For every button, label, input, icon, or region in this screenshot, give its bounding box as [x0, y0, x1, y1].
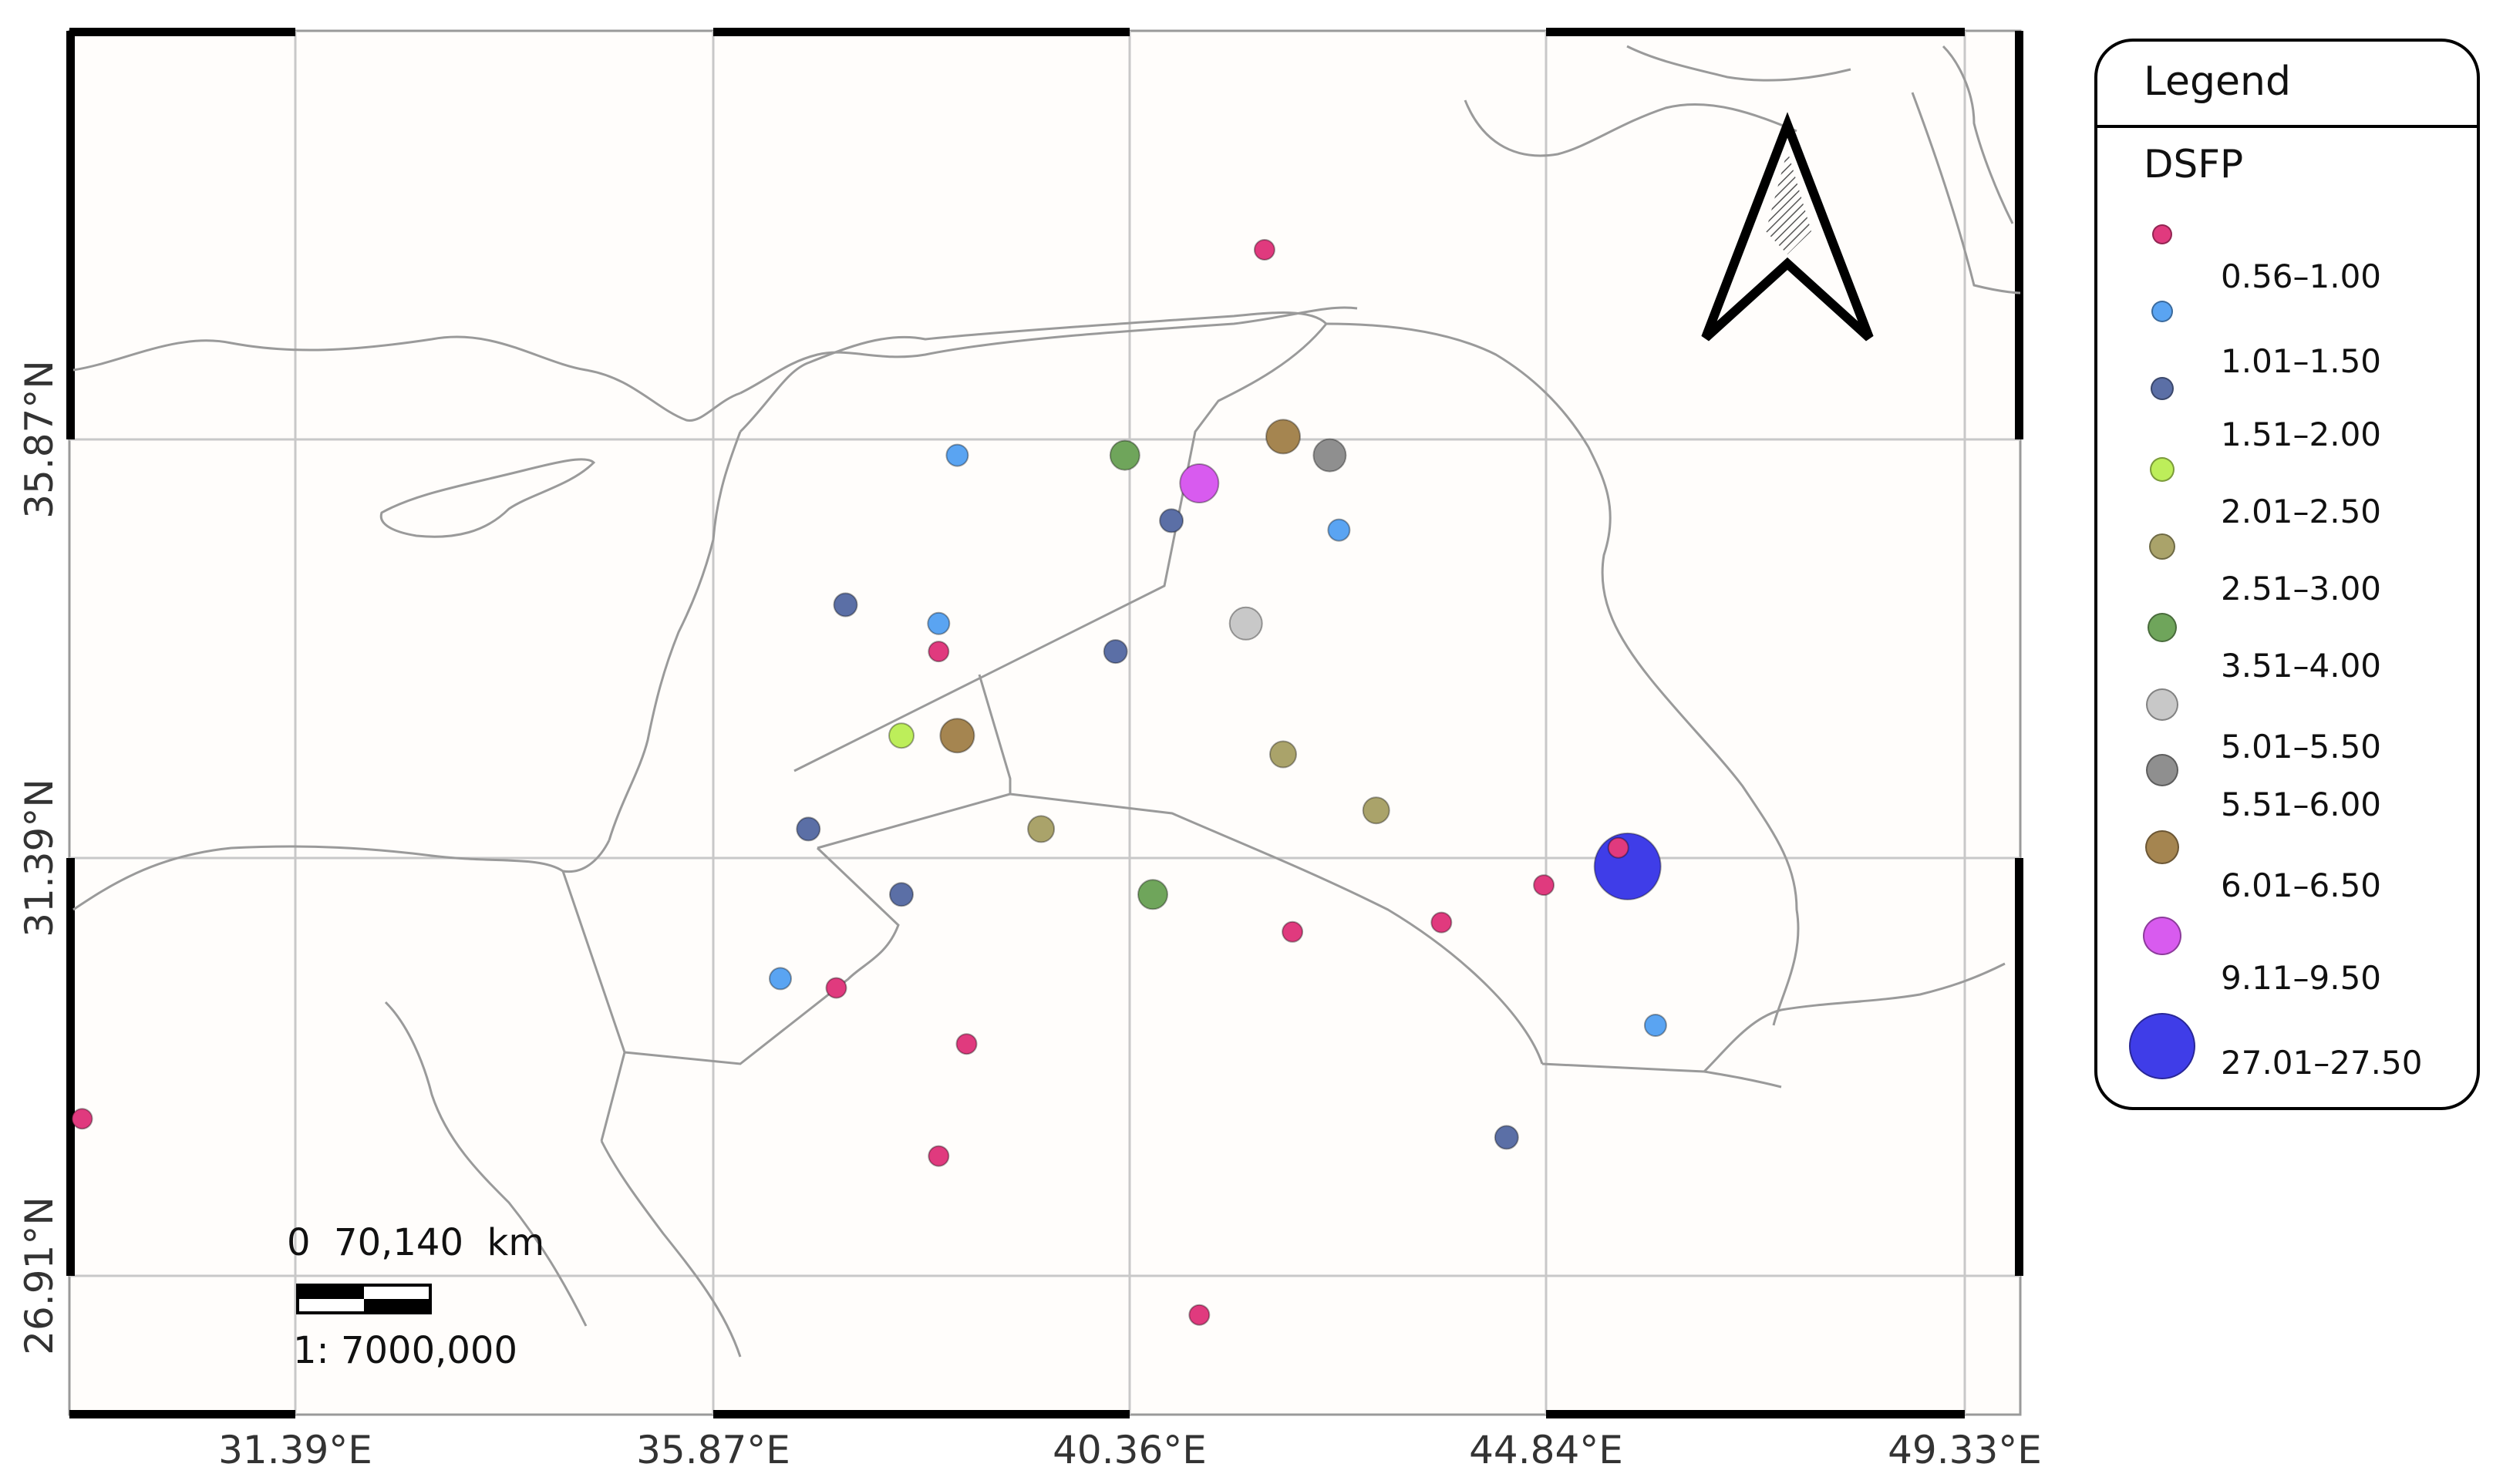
lon-label: 35.87°E — [636, 1428, 790, 1472]
graticule — [69, 31, 2020, 1415]
dsfp-point — [825, 977, 847, 999]
legend-symbol — [2150, 457, 2175, 482]
legend-label: 27.01–27.50 — [2221, 1044, 2423, 1082]
legend-symbol — [2145, 830, 2179, 864]
dsfp-point — [939, 718, 975, 754]
legend-item: 1.51–2.00 — [2097, 373, 2480, 453]
legend-label: 1.01–1.50 — [2221, 342, 2382, 380]
dsfp-point — [1188, 1304, 1211, 1326]
legend-label: 5.51–6.00 — [2221, 786, 2382, 823]
scale-bar-ticks: 0 70,140 km — [287, 1221, 544, 1264]
dsfp-point — [796, 816, 821, 842]
legend-symbol — [2149, 533, 2175, 560]
frame-ticks — [66, 28, 2023, 1418]
legend-label: 6.01–6.50 — [2221, 867, 2382, 904]
dsfp-point — [1643, 1014, 1667, 1037]
legend-symbol — [2152, 224, 2172, 244]
dsfp-point — [1253, 239, 1275, 261]
dsfp-point — [1027, 815, 1056, 843]
scale-ratio: 1: 7000,000 — [293, 1329, 517, 1372]
legend-title: Legend — [2144, 59, 2292, 105]
lon-label: 49.33°E — [1888, 1428, 2042, 1472]
dsfp-point — [1327, 518, 1351, 542]
legend-layer-name: DSFP — [2144, 142, 2244, 187]
dsfp-point — [1137, 879, 1168, 910]
legend-symbol — [2146, 754, 2178, 786]
dsfp-point — [1103, 639, 1128, 665]
dsfp-point — [833, 592, 858, 617]
legend-label: 9.11–9.50 — [2221, 959, 2382, 997]
dsfp-points-layer — [71, 239, 1667, 1326]
legend-label: 2.51–3.00 — [2221, 570, 2382, 607]
legend-item: 0.56–1.00 — [2097, 219, 2480, 296]
lon-label: 44.84°E — [1469, 1428, 1623, 1472]
dsfp-point — [1312, 438, 1347, 473]
dsfp-point — [927, 611, 951, 635]
legend-symbol — [2143, 917, 2181, 955]
legend-item: 2.51–3.00 — [2097, 531, 2480, 608]
legend-divider — [2097, 125, 2477, 128]
legend-label: 0.56–1.00 — [2221, 257, 2382, 295]
lat-label: 26.91°N — [17, 1196, 62, 1355]
dsfp-point — [1265, 419, 1301, 455]
legend-label: 2.01–2.50 — [2221, 493, 2382, 530]
legend-label: 1.51–2.00 — [2221, 416, 2382, 453]
scale-bar: 0 70,140 km 1: 7000,000 — [287, 1221, 544, 1372]
map-frame — [68, 29, 2022, 1416]
lon-label: 40.36°E — [1053, 1428, 1207, 1472]
legend-item: 9.11–9.50 — [2097, 917, 2480, 998]
dsfp-point — [928, 1145, 950, 1167]
legend-panel: Legend DSFP 0.56–1.00 1.01–1.50 1.51–2.00 2… — [2094, 39, 2480, 1110]
dsfp-point — [955, 1033, 978, 1055]
legend-label: 3.51–4.00 — [2221, 647, 2382, 685]
dsfp-point — [888, 722, 915, 749]
legend-item: 6.01–6.50 — [2097, 830, 2480, 909]
dsfp-point — [1607, 836, 1629, 859]
dsfp-point — [945, 443, 969, 467]
north-arrow-icon — [1701, 112, 1874, 342]
legend-label: 5.01–5.50 — [2221, 728, 2382, 766]
dsfp-point — [1362, 796, 1390, 825]
dsfp-point — [889, 882, 914, 907]
legend-item: 5.01–5.50 — [2097, 688, 2480, 766]
dsfp-point — [1430, 911, 1453, 934]
legend-symbol — [2151, 377, 2174, 400]
dsfp-point — [1228, 606, 1263, 641]
lon-labels: 31.39°E 35.87°E 40.36°E 44.84°E 49.33°E — [218, 1428, 2042, 1472]
lat-labels: 35.87°N 31.39°N 26.91°N — [17, 360, 62, 1355]
legend-item: 3.51–4.00 — [2097, 612, 2480, 689]
lon-label: 31.39°E — [218, 1428, 372, 1472]
lat-label: 31.39°N — [17, 779, 62, 937]
legend-symbol — [2151, 301, 2173, 322]
dsfp-point — [1282, 920, 1304, 943]
dsfp-point — [769, 967, 792, 991]
legend-symbol — [2146, 688, 2178, 721]
legend-item: 1.01–1.50 — [2097, 296, 2480, 380]
legend-item: 27.01–27.50 — [2097, 1013, 2480, 1090]
legend-symbol — [2148, 613, 2177, 642]
dsfp-point — [1179, 463, 1220, 503]
dsfp-point — [1159, 508, 1184, 533]
country-borders — [72, 45, 2021, 1358]
legend-item: 2.01–2.50 — [2097, 454, 2480, 531]
dsfp-point — [1109, 439, 1140, 471]
legend-item: 5.51–6.00 — [2097, 754, 2480, 832]
dsfp-point — [928, 641, 950, 663]
legend-symbol — [2129, 1013, 2195, 1079]
dsfp-point — [71, 1108, 93, 1130]
dsfp-point — [1533, 874, 1555, 897]
dsfp-point — [1269, 740, 1297, 769]
dsfp-point — [1494, 1125, 1519, 1150]
lat-label: 35.87°N — [17, 360, 62, 519]
